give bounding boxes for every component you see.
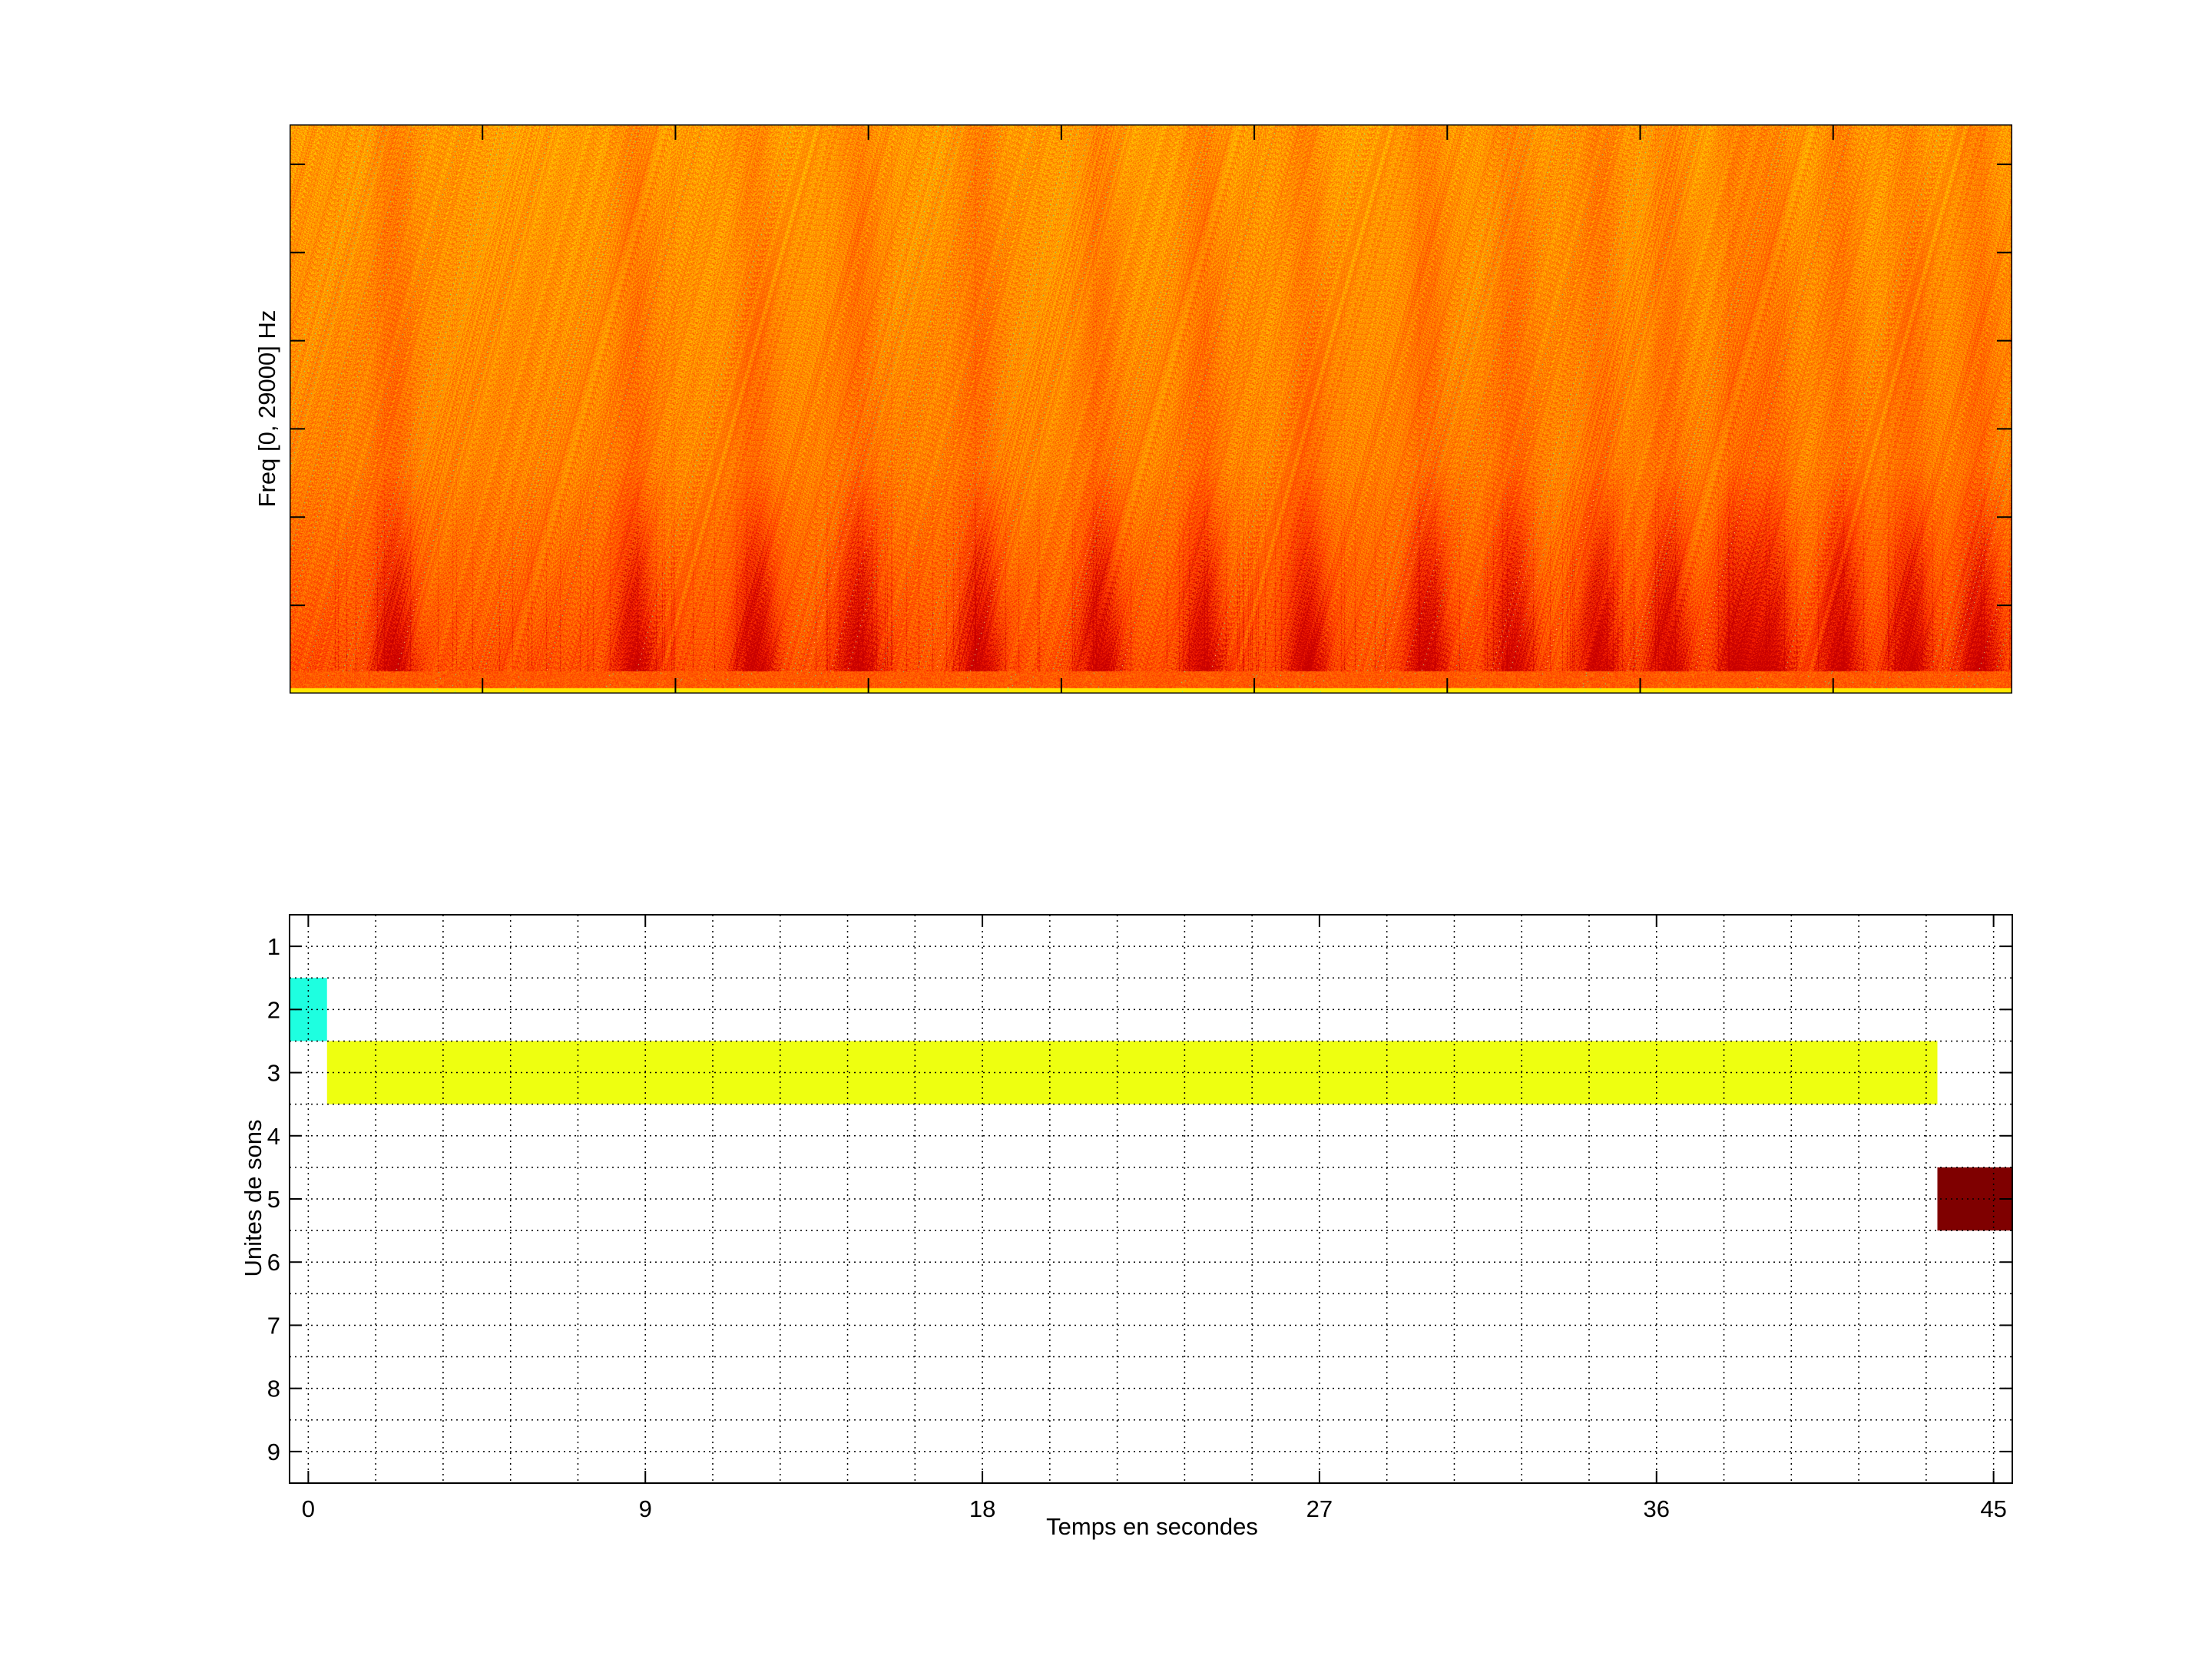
x-tick-label: 45 <box>1980 1495 2006 1522</box>
x-tick-label: 18 <box>969 1495 995 1522</box>
spectrogram-image <box>290 124 2012 694</box>
segment-unit-3 <box>326 1041 1938 1104</box>
units-y-label: Unites de sons <box>240 1119 267 1277</box>
x-tick-label: 0 <box>302 1495 315 1522</box>
y-tick-label: 8 <box>267 1376 280 1402</box>
x-tick-label: 27 <box>1306 1495 1333 1522</box>
y-tick-label: 1 <box>267 933 280 960</box>
y-tick-label: 9 <box>267 1439 280 1465</box>
y-tick-label: 2 <box>267 996 280 1023</box>
spectrogram-axes <box>290 124 2012 694</box>
spectrogram-plot <box>290 124 2012 694</box>
spectrogram-frame <box>290 124 2012 694</box>
y-tick-label: 5 <box>267 1186 280 1213</box>
y-tick-label: 7 <box>267 1312 280 1339</box>
x-tick-label: 9 <box>639 1495 652 1522</box>
y-tick-label: 4 <box>267 1123 280 1150</box>
x-tick-label: 36 <box>1644 1495 1670 1522</box>
y-tick-label: 6 <box>267 1249 280 1276</box>
y-tick-label: 3 <box>267 1060 280 1087</box>
units-x-label: Temps en secondes <box>1046 1513 1258 1540</box>
